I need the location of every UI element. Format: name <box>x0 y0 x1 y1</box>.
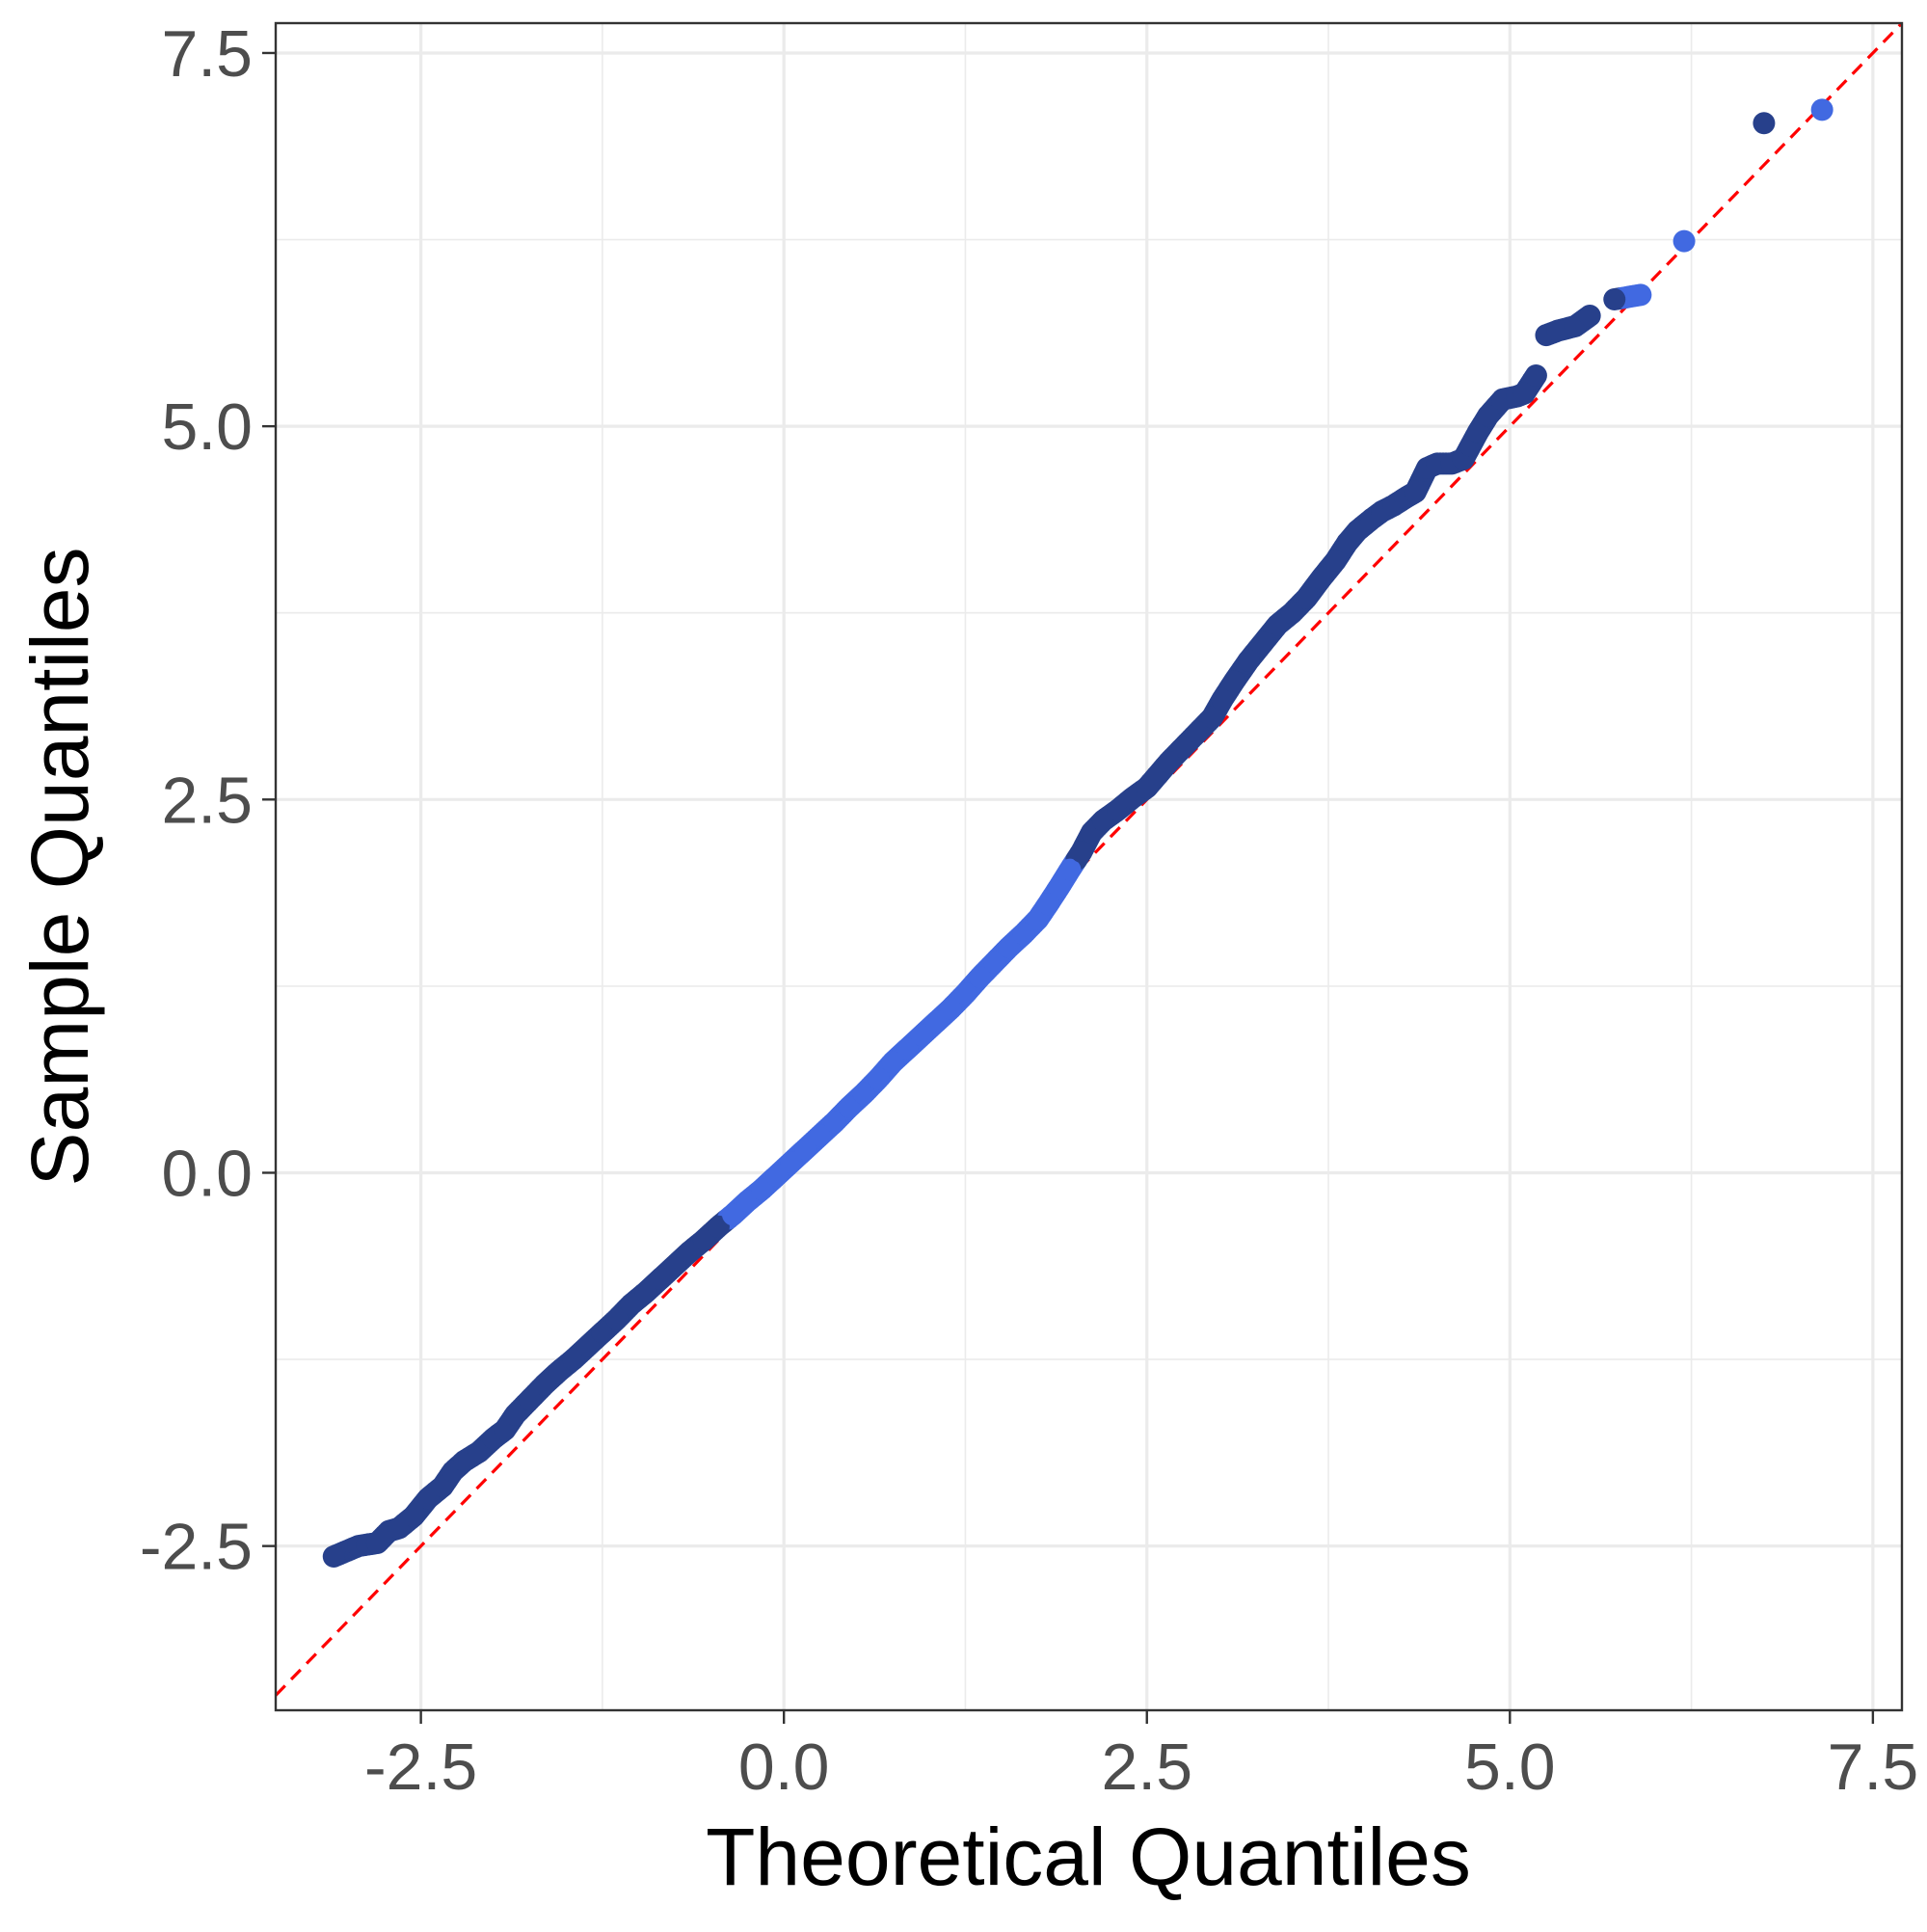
x-tick-label: 0.0 <box>738 1731 830 1804</box>
sample-point <box>1171 736 1194 759</box>
sample-point <box>504 1403 527 1426</box>
sample-point <box>1310 567 1332 590</box>
sample-point <box>1629 283 1652 307</box>
sample-point <box>533 1373 556 1396</box>
sample-point <box>562 1348 585 1371</box>
sample-point <box>1753 112 1776 135</box>
sample-point <box>1477 404 1500 427</box>
sample-point <box>721 1203 744 1226</box>
sample-point <box>1157 751 1180 774</box>
sample-point <box>1186 721 1209 744</box>
sample-point <box>576 1334 600 1357</box>
y-tick-label: 7.5 <box>161 17 253 91</box>
sample-point <box>852 1082 875 1105</box>
y-tick-label: 5.0 <box>161 390 253 464</box>
sample-point <box>322 1544 345 1568</box>
sample-point <box>1237 649 1260 672</box>
sample-point <box>838 1095 861 1118</box>
sample-point <box>1810 98 1833 121</box>
sample-point <box>468 1440 491 1463</box>
x-tick-label: 7.5 <box>1828 1731 1919 1804</box>
sample-point <box>1058 858 1082 881</box>
y-tick-label: 0.0 <box>161 1137 253 1210</box>
sample-point <box>692 1228 715 1251</box>
sample-point <box>823 1111 846 1134</box>
sample-point <box>765 1165 789 1188</box>
sample-point <box>1295 586 1318 609</box>
sample-point <box>1070 841 1093 864</box>
sample-point <box>809 1124 832 1147</box>
points-layer <box>322 98 1833 1568</box>
sample-point <box>867 1067 890 1090</box>
sample-point <box>953 982 977 1006</box>
sample-point <box>1466 420 1489 443</box>
sample-point <box>780 1151 803 1174</box>
grid-layer <box>276 23 1902 1710</box>
x-tick-label: 2.5 <box>1101 1731 1192 1804</box>
sample-point <box>402 1505 425 1528</box>
sample-point <box>1546 319 1569 342</box>
sample-point <box>1048 874 1071 898</box>
sample-point <box>998 936 1021 959</box>
sample-point <box>1578 305 1601 328</box>
sample-point <box>924 1010 948 1033</box>
x-axis-title: Theoretical Quantiles <box>706 1811 1471 1902</box>
sample-point <box>1251 631 1274 655</box>
sample-point <box>1404 480 1427 503</box>
x-tick-label: 5.0 <box>1464 1731 1556 1804</box>
sample-point <box>1280 602 1303 625</box>
sample-point <box>1512 382 1536 405</box>
sample-point <box>969 966 992 989</box>
sample-point <box>519 1388 542 1411</box>
sample-point <box>794 1138 817 1161</box>
y-tick-label: -2.5 <box>140 1511 253 1584</box>
x-tick-label: -2.5 <box>364 1731 477 1804</box>
sample-point <box>605 1307 629 1330</box>
sample-point <box>1222 670 1245 693</box>
sample-point <box>1603 288 1626 311</box>
sample-point <box>983 951 1006 974</box>
sample-point <box>751 1178 774 1201</box>
sample-point <box>1012 923 1035 946</box>
sample-point <box>1201 706 1224 729</box>
sample-point <box>910 1024 933 1047</box>
y-axis-title: Sample Quantiles <box>14 547 105 1186</box>
sample-point <box>649 1267 672 1290</box>
sample-point <box>634 1280 657 1303</box>
panel-border <box>274 21 1904 1712</box>
sample-point <box>663 1253 686 1276</box>
y-tick-label: 2.5 <box>161 764 253 837</box>
sample-point <box>1036 893 1059 916</box>
sample-point <box>1673 229 1696 253</box>
sample-point <box>591 1321 614 1344</box>
sample-point <box>896 1037 919 1060</box>
sample-point <box>939 997 962 1020</box>
sample-point <box>1325 550 1348 573</box>
sample-point <box>1211 688 1234 711</box>
sample-point <box>881 1051 904 1074</box>
ticks-layer: -2.5 0.0 2.5 5.0 7.5 -2.5 0.0 2.5 5.0 7.5 <box>140 17 1918 1804</box>
sample-point <box>1524 363 1547 387</box>
